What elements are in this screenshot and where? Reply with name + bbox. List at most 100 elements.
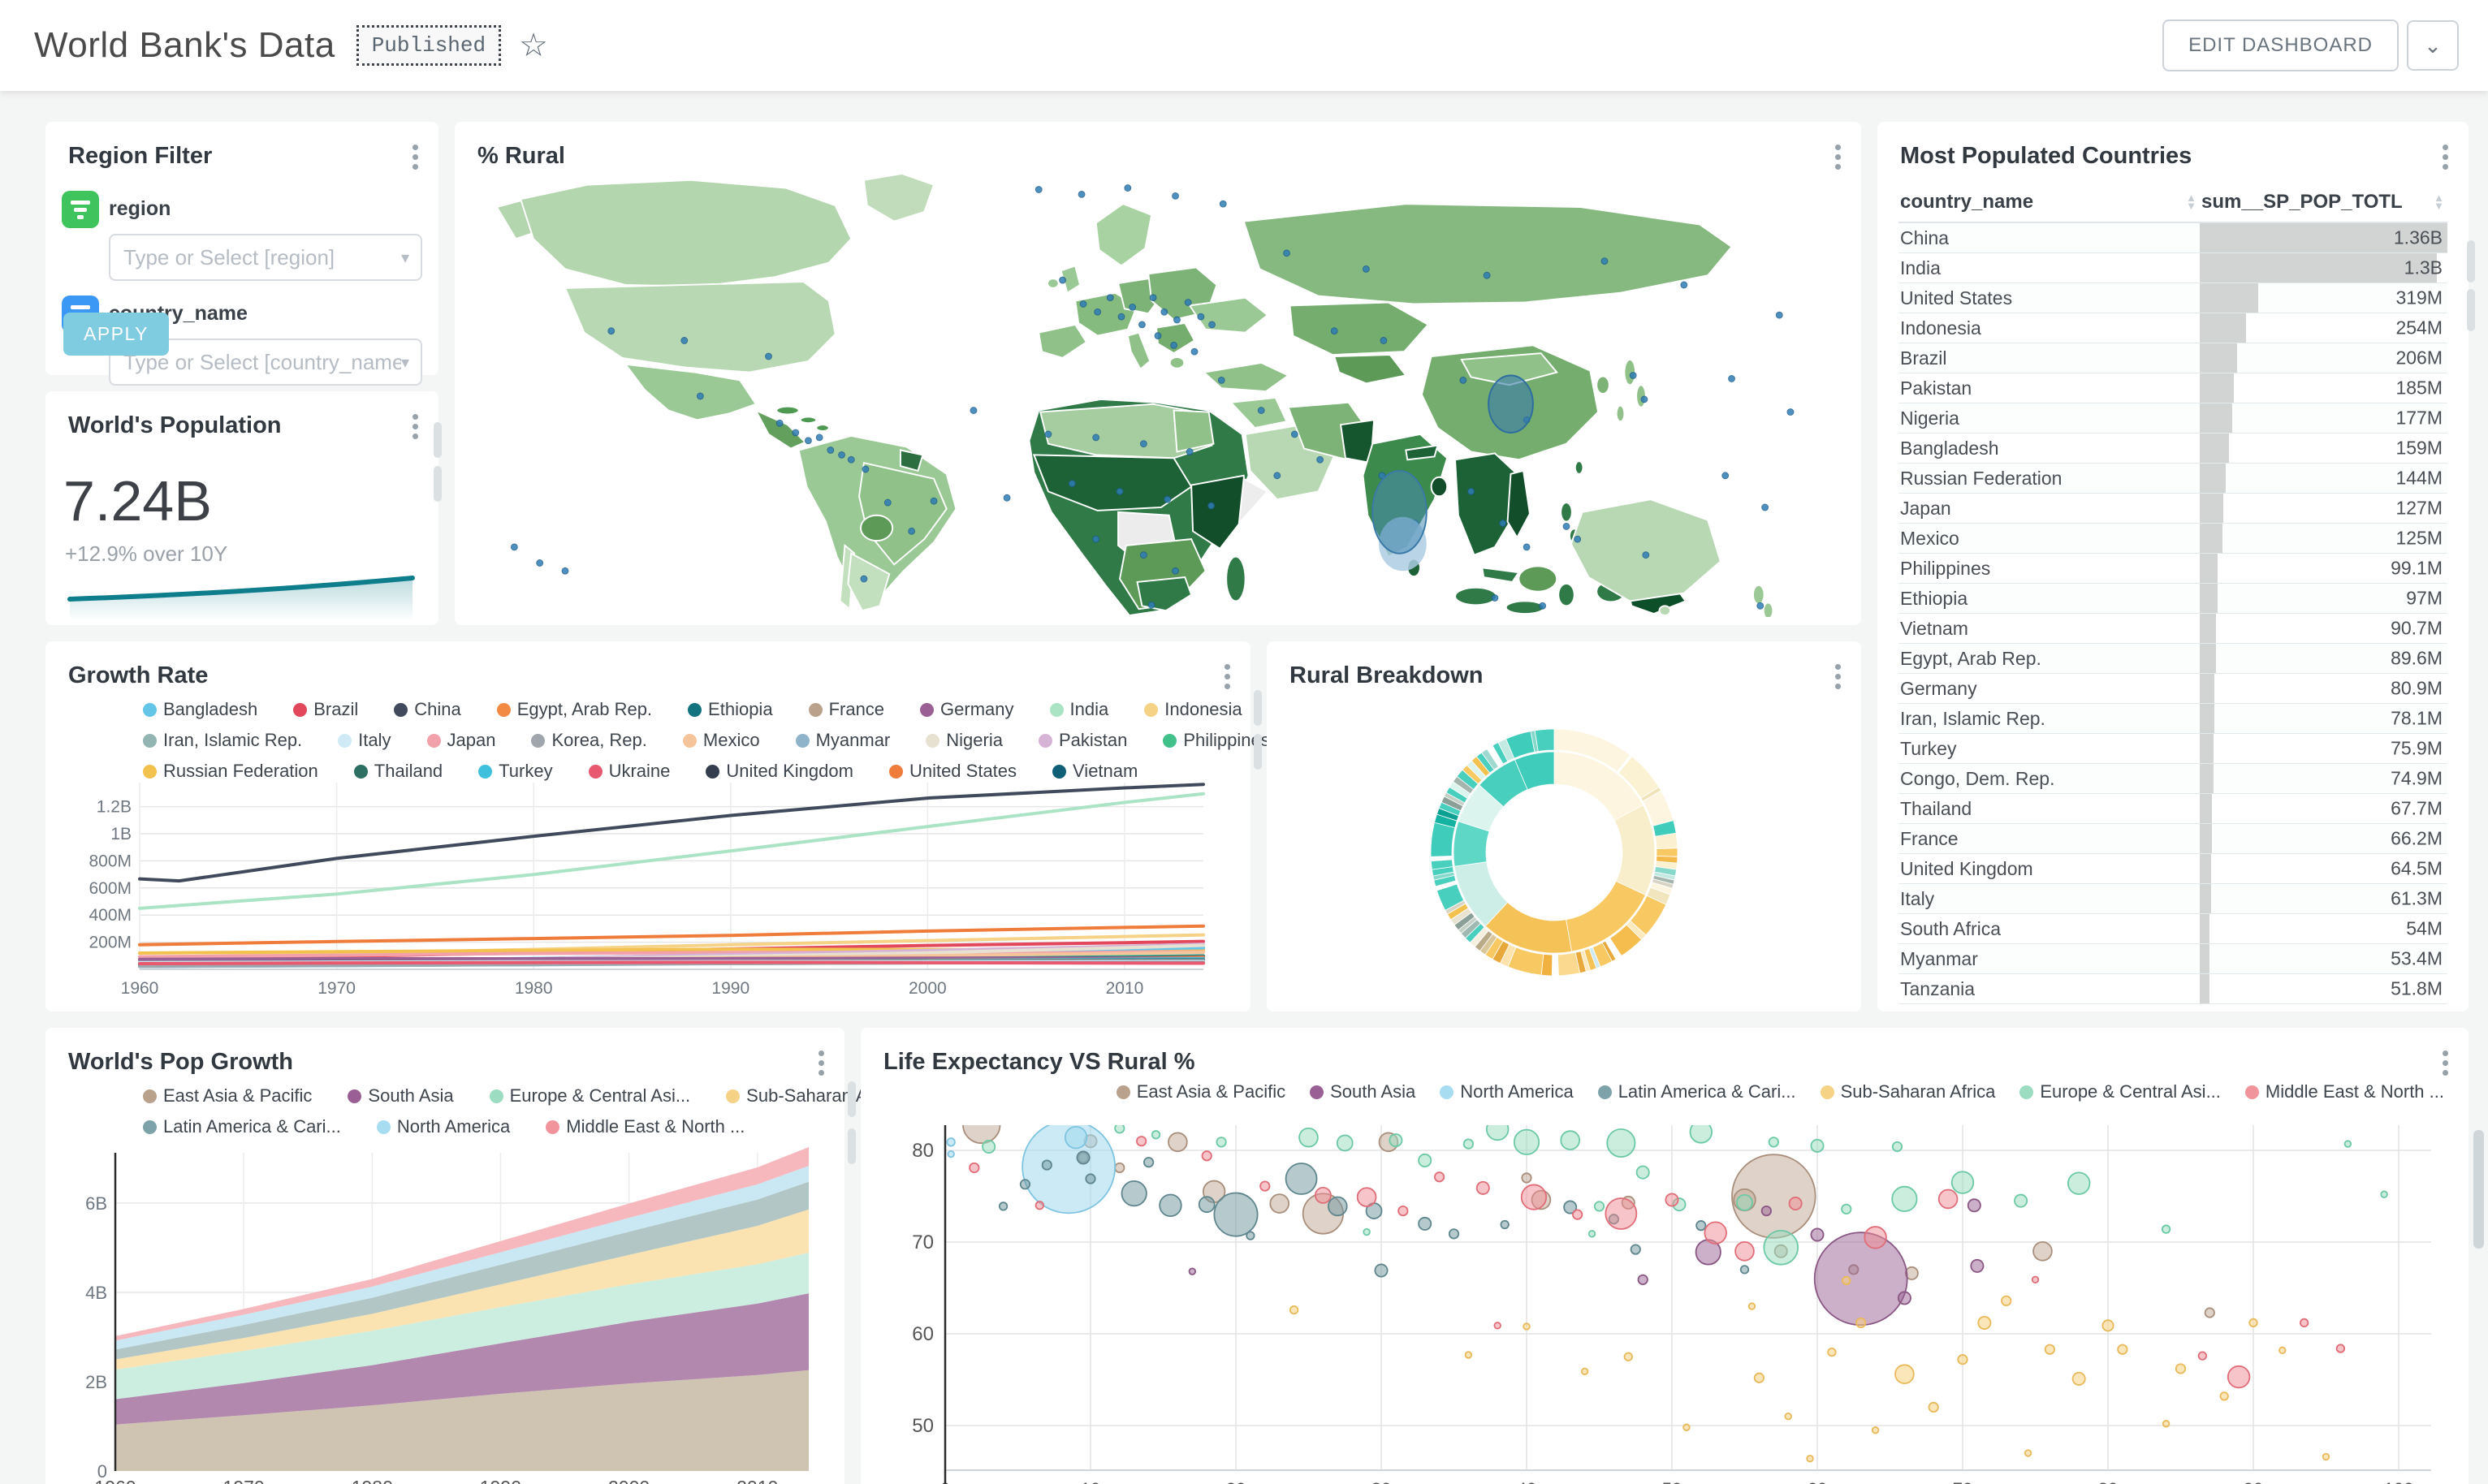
bubble-middle-east-north-africa[interactable] — [1788, 1197, 1803, 1211]
bubble-europe-central-asia[interactable] — [1336, 1134, 1354, 1152]
column-header-population[interactable]: sum__SP_POP_TOTL ▲ ▼ — [2200, 184, 2447, 223]
bubble-middle-east-north-africa[interactable] — [1864, 1226, 1887, 1249]
legend-item[interactable]: Bangladesh — [143, 699, 257, 720]
legend-item[interactable]: Europe & Central Asi... — [2019, 1081, 2221, 1102]
bubble-sub-saharan-africa[interactable] — [2001, 1295, 2012, 1306]
bubble-europe-central-asia[interactable] — [1593, 1201, 1605, 1212]
table-row[interactable]: Philippines 99.1M — [1898, 553, 2447, 584]
page-scrollbar-thumb[interactable] — [2473, 1130, 2484, 1249]
area-series-sub-saharan-africa[interactable] — [115, 1209, 809, 1370]
bubble-sub-saharan-africa[interactable] — [1580, 1367, 1589, 1376]
table-row[interactable]: Indonesia 254M — [1898, 313, 2447, 343]
bubble-europe-central-asia[interactable] — [1298, 1127, 1319, 1148]
bubble-latin-america-caribbean[interactable] — [1019, 1179, 1031, 1190]
table-row[interactable]: Iran, Islamic Rep. 78.1M — [1898, 703, 2447, 734]
bubble-middle-east-north-africa[interactable] — [1201, 1150, 1212, 1162]
resize-handle[interactable] — [848, 1081, 856, 1117]
area-series-south-asia[interactable] — [115, 1293, 809, 1425]
legend-item[interactable]: Middle East & North ... — [546, 1116, 745, 1137]
bubble-middle-east-north-africa[interactable] — [1665, 1193, 1679, 1207]
bubble-europe-central-asia[interactable] — [1216, 1137, 1227, 1148]
table-row[interactable]: Myanmar 53.4M — [1898, 943, 2447, 974]
table-row[interactable]: South Africa 54M — [1898, 913, 2447, 944]
bubble-middle-east-north-africa[interactable] — [2031, 1275, 2040, 1284]
bubble-north-america[interactable] — [946, 1137, 956, 1147]
column-header-country[interactable]: country_name ▲ ▼ — [1898, 184, 2201, 223]
bubble-middle-east-north-africa[interactable] — [969, 1162, 980, 1174]
bubble-latin-america-caribbean[interactable] — [1041, 1159, 1052, 1171]
bubble-sub-saharan-africa[interactable] — [1747, 1302, 1756, 1310]
table-row[interactable]: Turkey 75.9M — [1898, 733, 2447, 764]
legend-item[interactable]: Latin America & Cari... — [143, 1116, 341, 1137]
bubble-sub-saharan-africa[interactable] — [1842, 1275, 1851, 1286]
bubble-middle-east-north-africa[interactable] — [1937, 1188, 1959, 1210]
bubble-sub-saharan-africa[interactable] — [2279, 1346, 2287, 1355]
rural-donut-chart[interactable] — [1286, 690, 1842, 1007]
bubble-europe-central-asia[interactable] — [1606, 1128, 1636, 1158]
legend-item[interactable]: Sub-Saharan Africa — [1820, 1081, 1995, 1102]
kebab-menu-icon[interactable] — [819, 1050, 825, 1076]
legend-item[interactable]: United Kingdom — [706, 761, 853, 782]
edit-dashboard-button[interactable]: EDIT DASHBOARD — [2162, 19, 2399, 71]
area-series-north-america[interactable] — [115, 1166, 809, 1350]
legend-item[interactable]: Pakistan — [1038, 730, 1127, 751]
legend-item[interactable]: Brazil — [293, 699, 358, 720]
line-series-china[interactable] — [138, 783, 1205, 883]
bubble-middle-east-north-africa[interactable] — [1493, 1322, 1501, 1330]
bubble-middle-east-north-africa[interactable] — [1704, 1221, 1727, 1245]
bubble-latin-america-caribbean[interactable] — [1630, 1244, 1641, 1255]
legend-item[interactable]: Germany — [920, 699, 1014, 720]
bubble-middle-east-north-africa[interactable] — [2197, 1351, 2207, 1361]
apply-button[interactable]: APPLY — [63, 313, 169, 356]
legend-item[interactable]: South Asia — [348, 1085, 454, 1107]
bubble-latin-america-caribbean[interactable] — [1695, 1220, 1707, 1232]
bubble-sub-saharan-africa[interactable] — [1784, 1413, 1792, 1421]
bubble-north-america[interactable] — [1064, 1125, 1088, 1150]
bubble-latin-america-caribbean[interactable] — [1563, 1200, 1578, 1214]
bubble-latin-america-caribbean[interactable] — [1285, 1163, 1318, 1195]
bubble-europe-central-asia[interactable] — [2343, 1140, 2352, 1148]
bubble-latin-america-caribbean[interactable] — [1159, 1193, 1182, 1218]
legend-item[interactable]: South Asia — [1310, 1081, 1415, 1102]
kebab-menu-icon[interactable] — [413, 145, 419, 170]
bubble-south-asia[interactable] — [1188, 1267, 1196, 1275]
bubble-middle-east-north-africa[interactable] — [1356, 1187, 1377, 1207]
legend-item[interactable]: East Asia & Pacific — [1116, 1081, 1285, 1102]
bubble-europe-central-asia[interactable] — [2014, 1193, 2028, 1208]
legend-item[interactable]: Iran, Islamic Rep. — [143, 730, 302, 751]
bubble-latin-america-caribbean[interactable] — [1500, 1219, 1510, 1230]
bubble-east-asia-pacific[interactable] — [962, 1125, 1001, 1145]
bubble-europe-central-asia[interactable] — [1891, 1185, 1918, 1212]
bubble-south-asia[interactable] — [1760, 1205, 1772, 1217]
bubble-sub-saharan-africa[interactable] — [1977, 1315, 1992, 1330]
bubble-europe-central-asia[interactable] — [1763, 1229, 1799, 1266]
bubble-europe-central-asia[interactable] — [2161, 1224, 2171, 1234]
table-row[interactable]: Italy 61.3M — [1898, 883, 2447, 914]
bubble-sub-saharan-africa[interactable] — [2175, 1363, 2187, 1374]
bubble-east-asia-pacific[interactable] — [1168, 1132, 1188, 1153]
bubble-europe-central-asia[interactable] — [1810, 1138, 1825, 1153]
bubble-sub-saharan-africa[interactable] — [1894, 1364, 1915, 1385]
resize-handle[interactable] — [434, 466, 442, 502]
bubble-europe-central-asia[interactable] — [1486, 1125, 1510, 1141]
kebab-menu-icon[interactable] — [1225, 664, 1231, 689]
growth-line-chart[interactable]: 200M 400M 600M 800M 1B 1.2B 1960 1970 1980 1990 20… — [68, 771, 1228, 1015]
legend-item[interactable]: Japan — [426, 730, 495, 751]
legend-item[interactable]: Ethiopia — [688, 699, 773, 720]
bubble-europe-central-asia[interactable] — [2067, 1171, 2091, 1195]
bubble-sub-saharan-africa[interactable] — [1623, 1352, 1633, 1361]
bubble-sub-saharan-africa[interactable] — [2162, 1420, 2171, 1428]
kebab-menu-icon[interactable] — [2443, 1050, 2449, 1076]
bubble-europe-central-asia[interactable] — [1418, 1153, 1432, 1167]
bubble-sub-saharan-africa[interactable] — [1464, 1351, 1473, 1359]
resize-handle[interactable] — [2467, 240, 2475, 283]
table-row[interactable]: Ethiopia 97M — [1898, 583, 2447, 614]
legend-item[interactable]: East Asia & Pacific — [143, 1085, 312, 1107]
resize-handle[interactable] — [2467, 289, 2475, 331]
bubble-sub-saharan-africa[interactable] — [1289, 1305, 1299, 1315]
table-row[interactable]: Pakistan 185M — [1898, 373, 2447, 403]
favorite-star-icon[interactable]: ☆ — [519, 28, 548, 63]
bubble-latin-america-caribbean[interactable] — [1121, 1180, 1147, 1207]
bubble-sub-saharan-africa[interactable] — [1523, 1322, 1531, 1331]
bubble-middle-east-north-africa[interactable] — [1520, 1184, 1548, 1210]
